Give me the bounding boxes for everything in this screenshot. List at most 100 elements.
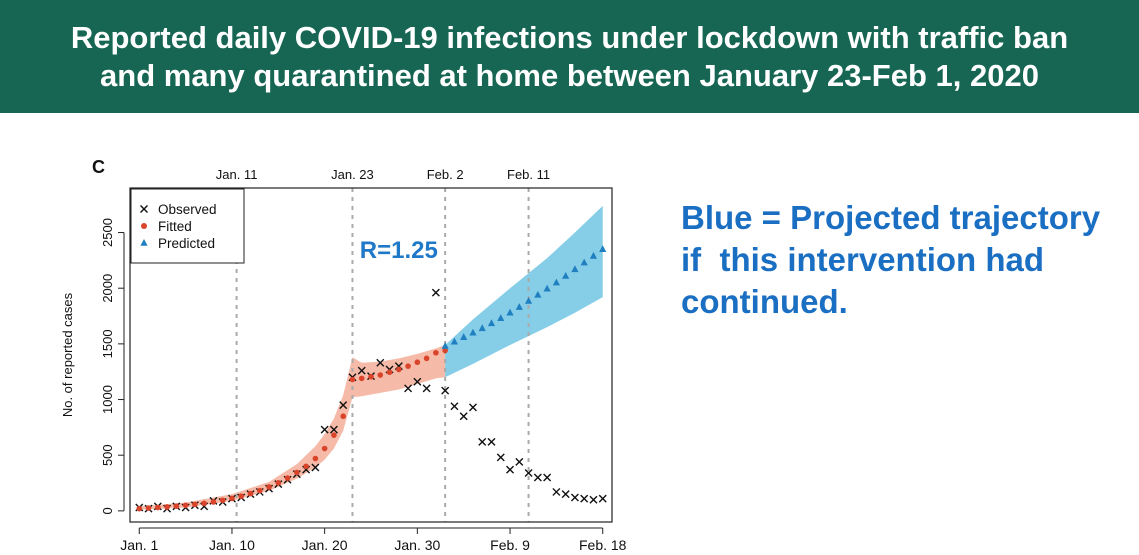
fitted-point	[340, 413, 346, 420]
observed-cross-stroke	[496, 453, 505, 462]
y-tick-label: 2500	[100, 218, 115, 247]
observed-cross-stroke	[598, 494, 607, 503]
legend-observed-marker	[140, 205, 148, 213]
y-tick-label: 500	[100, 444, 115, 466]
predicted-point	[441, 342, 449, 349]
y-tick-label: 0	[100, 507, 115, 514]
observed-cross-stroke	[441, 386, 450, 395]
note-line-1: Blue = Projected trajectory	[681, 199, 1101, 236]
fitted-point	[136, 505, 143, 512]
observed-point	[413, 377, 422, 386]
observed-cross-stroke	[339, 401, 348, 410]
x-tick-label: Jan. 20	[302, 537, 348, 553]
fitted-point	[349, 376, 356, 383]
observed-cross-stroke	[413, 377, 422, 386]
legend-label: Predicted	[158, 236, 215, 251]
title-banner: Reported daily COVID-19 infections under…	[0, 0, 1139, 113]
observed-point	[570, 493, 579, 502]
legend-fitted-marker	[141, 223, 147, 229]
observed-cross-stroke	[589, 495, 598, 504]
plot-frame	[129, 187, 613, 523]
fitted-point	[201, 500, 207, 507]
banner-title-line-1: Reported daily COVID-19 infections under…	[70, 19, 1069, 55]
fitted-point	[210, 499, 217, 505]
observed-cross-stroke	[506, 465, 515, 474]
fitted-point	[442, 347, 448, 354]
observed-cross-stroke	[459, 412, 468, 421]
fitted-point	[433, 349, 439, 356]
observed-point	[404, 384, 413, 393]
observed-cross-stroke	[357, 366, 366, 375]
legend-label: Fitted	[158, 219, 192, 234]
fitted-point	[386, 369, 393, 376]
observed-cross-stroke	[320, 425, 329, 434]
fitted-point	[275, 480, 282, 486]
fitted-point	[247, 490, 254, 497]
observed-point	[506, 465, 515, 474]
predicted-point	[589, 251, 598, 259]
fitted-point	[192, 501, 198, 508]
observed-point	[487, 437, 496, 446]
observed-point	[339, 401, 348, 410]
fitted-band	[139, 344, 446, 510]
fitted-point	[229, 495, 235, 502]
observed-point	[580, 494, 589, 503]
predicted-point	[571, 265, 579, 273]
predicted-point	[478, 324, 486, 332]
predicted-point	[599, 245, 607, 253]
fitted-point	[256, 487, 263, 494]
observed-cross-stroke	[552, 487, 561, 496]
x-tick-label: Jan. 10	[209, 537, 255, 553]
legend-label: Observed	[158, 202, 217, 217]
note-line-2: if this intervention had	[681, 241, 1045, 278]
observed-point	[543, 473, 552, 482]
predicted-point	[506, 308, 514, 316]
predicted-point	[543, 284, 551, 292]
observed-point	[376, 358, 385, 367]
observed-point	[533, 473, 542, 482]
observed-point	[552, 487, 561, 496]
fitted-point	[405, 363, 411, 369]
top-tick-label: Feb. 2	[427, 167, 464, 182]
fitted-point	[164, 504, 170, 510]
fitted-point	[266, 484, 272, 490]
y-tick-label: 1500	[100, 329, 115, 358]
observed-cross-stroke	[431, 288, 440, 297]
observed-point	[598, 494, 607, 503]
observed-point	[468, 403, 477, 412]
fitted-point	[321, 445, 328, 452]
x-tick-label: Feb. 9	[490, 537, 530, 553]
observed-point	[422, 384, 431, 393]
fitted-point	[145, 505, 152, 511]
fitted-point	[182, 502, 189, 509]
banner-title-line-2: and many quarantined at home between Jan…	[100, 57, 1039, 93]
observed-cross-stroke	[561, 490, 570, 499]
panel-label: C	[92, 157, 105, 177]
predicted-point	[552, 278, 560, 286]
observed-cross-stroke	[422, 384, 431, 393]
observed-cross-stroke	[487, 437, 496, 446]
observed-cross-stroke	[515, 457, 524, 466]
observed-cross-stroke	[468, 403, 477, 412]
x-tick-label: Feb. 18	[579, 537, 627, 553]
top-tick-label: Jan. 11	[216, 167, 258, 182]
fitted-point	[423, 355, 430, 362]
legend-box	[130, 188, 245, 264]
observed-cross-stroke	[580, 494, 589, 503]
observed-point	[524, 469, 533, 478]
observed-cross-stroke	[450, 402, 459, 411]
observed-point	[329, 425, 338, 434]
fitted-point	[368, 373, 374, 380]
fitted-point	[312, 455, 319, 462]
predicted-point	[562, 271, 570, 279]
top-tick-label: Feb. 11	[507, 167, 550, 182]
fitted-point	[284, 475, 291, 481]
observed-point	[561, 490, 570, 499]
observed-point	[320, 425, 329, 434]
fitted-point	[358, 375, 365, 382]
x-tick-label: Jan. 1	[120, 537, 158, 553]
predicted-band	[445, 205, 603, 378]
fitted-point	[173, 503, 180, 509]
observed-point	[459, 412, 468, 421]
infections-chart: Jan. 11 Jan. 23 Feb. 2 Feb. 11 Jan. 1 Jan. 10…	[60, 157, 627, 553]
